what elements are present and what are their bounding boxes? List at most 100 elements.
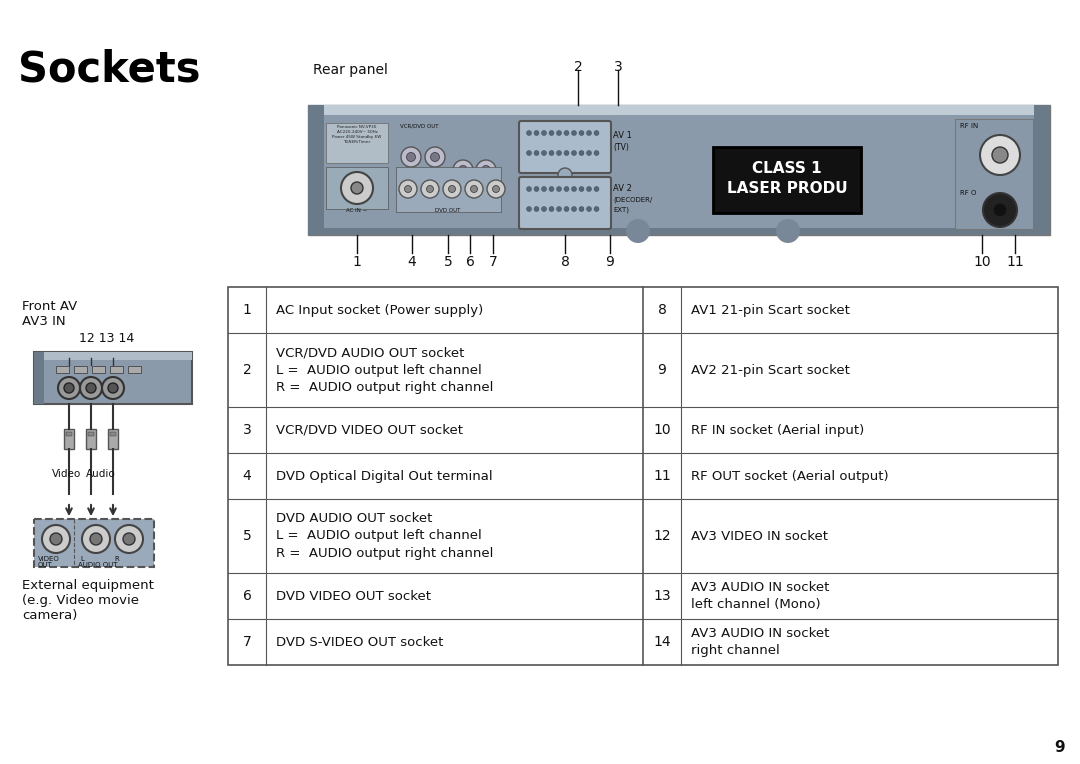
Circle shape: [482, 166, 490, 174]
Circle shape: [549, 206, 554, 212]
Circle shape: [594, 151, 599, 156]
Circle shape: [492, 186, 500, 193]
Text: 5: 5: [444, 255, 453, 269]
Circle shape: [626, 219, 650, 243]
Text: 9: 9: [658, 363, 666, 377]
Text: CLASS 1: CLASS 1: [752, 161, 822, 176]
Circle shape: [556, 206, 562, 212]
Circle shape: [549, 186, 554, 192]
Circle shape: [476, 160, 496, 180]
Circle shape: [549, 131, 554, 135]
Text: 7: 7: [488, 255, 498, 269]
FancyBboxPatch shape: [519, 121, 611, 173]
Text: LASER PRODU: LASER PRODU: [727, 181, 848, 196]
Circle shape: [993, 203, 1007, 217]
Text: RF O: RF O: [960, 190, 976, 196]
Circle shape: [459, 166, 468, 174]
Circle shape: [102, 377, 124, 399]
Circle shape: [443, 180, 461, 198]
Circle shape: [564, 151, 569, 156]
Circle shape: [556, 131, 562, 135]
Text: 2: 2: [243, 363, 252, 377]
Circle shape: [50, 533, 62, 545]
Text: 2: 2: [573, 60, 582, 74]
Circle shape: [453, 160, 473, 180]
Circle shape: [586, 206, 592, 212]
Circle shape: [465, 180, 483, 198]
Circle shape: [558, 168, 572, 182]
Circle shape: [586, 131, 592, 135]
Text: 7: 7: [243, 635, 252, 649]
Text: DVD OUT: DVD OUT: [435, 208, 461, 213]
Text: DVD VIDEO OUT socket: DVD VIDEO OUT socket: [276, 590, 431, 603]
Circle shape: [487, 180, 505, 198]
Circle shape: [541, 206, 546, 212]
Text: Front AV
AV3 IN: Front AV AV3 IN: [22, 300, 78, 328]
Text: RF OUT socket (Aerial output): RF OUT socket (Aerial output): [691, 470, 889, 483]
Circle shape: [401, 173, 421, 193]
Text: AV 2: AV 2: [613, 184, 632, 193]
FancyBboxPatch shape: [33, 519, 154, 567]
Text: Rear panel: Rear panel: [313, 63, 388, 77]
Circle shape: [594, 131, 599, 135]
Circle shape: [80, 377, 102, 399]
Circle shape: [579, 206, 584, 212]
Circle shape: [571, 186, 577, 192]
Bar: [87, 432, 94, 436]
Text: 9: 9: [1054, 740, 1065, 755]
Circle shape: [401, 147, 421, 167]
Circle shape: [549, 151, 554, 156]
Bar: [75, 366, 87, 373]
Circle shape: [86, 383, 96, 393]
Circle shape: [405, 186, 411, 193]
Text: AC IN ~: AC IN ~: [347, 208, 367, 213]
Circle shape: [534, 151, 539, 156]
Circle shape: [564, 131, 569, 135]
Bar: [56, 366, 69, 373]
Circle shape: [527, 186, 531, 192]
Text: 1: 1: [243, 303, 252, 317]
Circle shape: [534, 131, 539, 135]
Circle shape: [571, 206, 577, 212]
Circle shape: [527, 151, 531, 156]
Bar: [326, 123, 388, 163]
Text: AC Input socket (Power supply): AC Input socket (Power supply): [276, 303, 483, 316]
Text: 4: 4: [243, 469, 252, 483]
Text: R: R: [114, 556, 119, 562]
Text: 6: 6: [465, 255, 474, 269]
Circle shape: [980, 135, 1020, 175]
Circle shape: [426, 173, 445, 193]
Text: AV3 AUDIO IN socket
right channel: AV3 AUDIO IN socket right channel: [691, 627, 829, 657]
Text: VCR/DVD VIDEO OUT socket: VCR/DVD VIDEO OUT socket: [276, 423, 463, 436]
Text: AV3 AUDIO IN socket
left channel (Mono): AV3 AUDIO IN socket left channel (Mono): [691, 581, 829, 611]
Circle shape: [777, 219, 800, 243]
Circle shape: [427, 186, 433, 193]
Text: 4: 4: [407, 255, 417, 269]
Text: EXT): EXT): [613, 206, 629, 212]
Bar: [308, 228, 1050, 235]
Text: 8: 8: [561, 255, 569, 269]
Bar: [92, 366, 105, 373]
Bar: [110, 432, 116, 436]
Bar: [33, 352, 44, 404]
Circle shape: [64, 383, 75, 393]
Bar: [1034, 105, 1050, 235]
Text: 3: 3: [613, 60, 622, 74]
Circle shape: [108, 383, 118, 393]
Text: 3: 3: [243, 423, 252, 437]
Text: VCR/DVD AUDIO OUT socket
L =  AUDIO output left channel
R =  AUDIO output right : VCR/DVD AUDIO OUT socket L = AUDIO outpu…: [276, 347, 494, 393]
Circle shape: [431, 153, 440, 161]
Text: DVD AUDIO OUT socket
L =  AUDIO output left channel
R =  AUDIO output right chan: DVD AUDIO OUT socket L = AUDIO output le…: [276, 513, 494, 559]
Text: Panasonic NV-VP30
AC220-240V~ 50Hz
Power 45W Standby 6W
TUNER/Timer: Panasonic NV-VP30 AC220-240V~ 50Hz Power…: [333, 125, 381, 144]
Text: Audio: Audio: [86, 469, 116, 479]
Circle shape: [556, 151, 562, 156]
Text: AV2 21-pin Scart socket: AV2 21-pin Scart socket: [691, 364, 850, 377]
Text: 13: 13: [653, 589, 671, 603]
Text: (DECODER/: (DECODER/: [613, 196, 652, 202]
Circle shape: [983, 193, 1017, 227]
Circle shape: [556, 186, 562, 192]
Circle shape: [564, 186, 569, 192]
Bar: [66, 432, 72, 436]
Circle shape: [123, 533, 135, 545]
Bar: [326, 167, 388, 209]
